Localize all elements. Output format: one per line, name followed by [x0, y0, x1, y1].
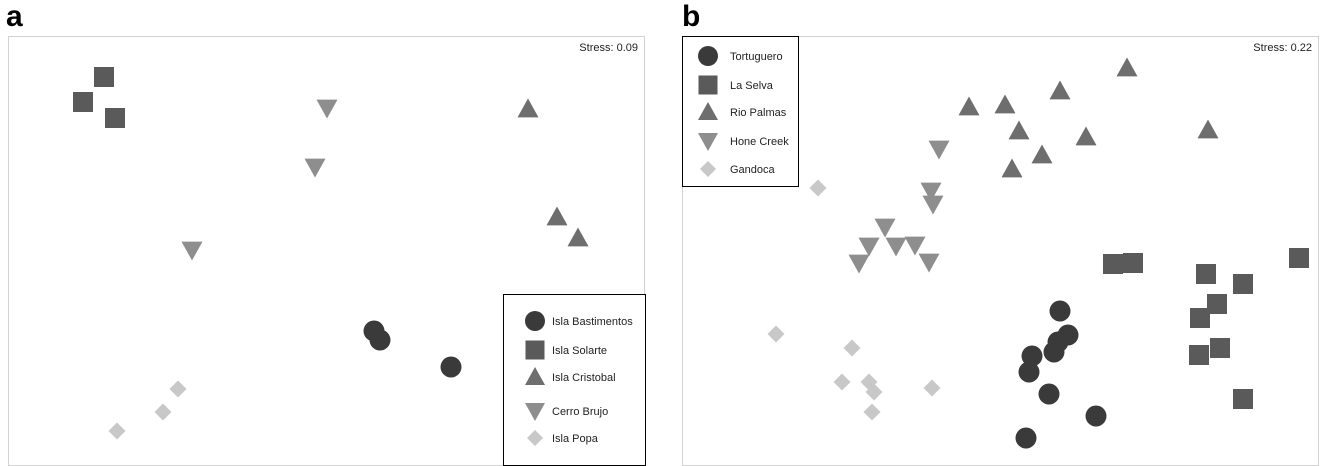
triangle-down-point-1-3-7 [848, 254, 870, 274]
square-point-1-1-9 [1233, 389, 1253, 409]
diamond-point-1-4-6 [923, 379, 941, 397]
legend-triangle-down-marker [525, 403, 545, 421]
panel-a-letter: a [6, 0, 23, 33]
triangle-up-point-1-2-8 [1001, 158, 1023, 178]
triangle-down-point-1-3-3 [874, 218, 896, 238]
legend-label: Isla Popa [552, 433, 599, 445]
circle-point-1-0-4 [1021, 345, 1043, 367]
square-point-1-1-7 [1210, 338, 1230, 358]
square-point-1-1-3 [1233, 274, 1253, 294]
triangle-up-point-1-2-2 [994, 94, 1016, 114]
diamond-point-0-4-0 [169, 380, 187, 398]
triangle-up-point-1-2-0 [1116, 57, 1138, 77]
legend-triangle-up-marker [698, 102, 718, 120]
circle-point-0-0-1 [369, 329, 391, 351]
square-point-0-1-1 [73, 92, 93, 112]
triangle-down-point-1-3-8 [918, 253, 940, 273]
circle-point-1-0-7 [1085, 405, 1107, 427]
plot-a-marks [73, 67, 589, 440]
legend-diamond-marker [700, 161, 716, 177]
legend-b-items: Tortuguero La Selva Rio Palmas Hone Creek Ga… [698, 46, 789, 177]
triangle-down-point-0-3-0 [316, 99, 338, 119]
legend-b: Tortuguero La Selva Rio Palmas Hone Creek Ga… [682, 36, 799, 187]
legend-circle-marker [525, 311, 545, 331]
triangle-down-point-1-3-0 [928, 140, 950, 160]
legend-a-items: Isla Bastimentos Isla Solarte Isla Cristob… [525, 311, 633, 446]
circle-point-1-0-0 [1049, 300, 1071, 322]
diamond-point-1-4-2 [843, 339, 861, 357]
triangle-up-point-1-2-3 [1049, 80, 1071, 100]
circle-point-1-0-8 [1015, 427, 1037, 449]
legend-triangle-down-marker [698, 133, 718, 151]
triangle-up-point-0-2-1 [546, 206, 568, 226]
triangle-up-point-1-2-7 [1031, 144, 1053, 164]
plot-b-marks [767, 57, 1309, 449]
triangle-up-point-0-2-2 [567, 227, 589, 247]
legend-label: Tortuguero [730, 51, 783, 63]
square-point-0-1-2 [105, 108, 125, 128]
legend-label: Hone Creek [730, 136, 789, 148]
triangle-down-point-0-3-2 [181, 241, 203, 261]
triangle-up-point-1-2-6 [1075, 126, 1097, 146]
diamond-point-1-4-0 [809, 179, 827, 197]
diamond-point-1-4-5 [865, 383, 883, 401]
square-point-1-1-6 [1190, 308, 1210, 328]
square-point-1-1-4 [1289, 248, 1309, 268]
triangle-up-point-1-2-1 [958, 96, 980, 116]
stress-label-b: Stress: 0.22 [1253, 42, 1312, 54]
legend-label: La Selva [730, 80, 774, 92]
triangle-down-point-1-3-2 [922, 195, 944, 215]
legend-label: Isla Bastimentos [552, 316, 633, 328]
circle-point-1-0-6 [1038, 383, 1060, 405]
square-point-1-1-8 [1189, 345, 1209, 365]
legend-square-marker [698, 75, 718, 95]
square-point-1-1-5 [1207, 294, 1227, 314]
diamond-point-0-4-1 [154, 403, 172, 421]
square-point-1-1-1 [1123, 253, 1143, 273]
legend-diamond-marker [527, 430, 543, 446]
circle-point-1-0-5 [1018, 361, 1040, 383]
diamond-point-0-4-2 [108, 422, 126, 440]
triangle-up-point-0-2-0 [517, 98, 539, 118]
legend-a: Isla Bastimentos Isla Solarte Isla Cristob… [503, 294, 646, 466]
square-point-0-1-0 [94, 67, 114, 87]
legend-square-marker [525, 340, 545, 360]
triangle-down-point-1-3-5 [885, 237, 907, 257]
triangle-down-point-0-3-1 [304, 158, 326, 178]
legend-label: Cerro Brujo [552, 406, 608, 418]
triangle-down-point-1-3-4 [858, 237, 880, 257]
legend-label: Isla Cristobal [552, 372, 616, 384]
triangle-down-point-1-3-1 [920, 182, 942, 202]
diamond-point-1-4-7 [863, 403, 881, 421]
stress-label-a: Stress: 0.09 [579, 42, 638, 54]
legend-triangle-up-marker [525, 367, 545, 385]
nmds-plot-a: Stress: 0.09 Isla Bastimentos Isla Solart… [8, 36, 646, 466]
circle-point-0-0-2 [440, 356, 462, 378]
triangle-up-point-1-2-4 [1197, 119, 1219, 139]
legend-label: Gandoca [730, 164, 776, 176]
diamond-point-1-4-1 [767, 325, 785, 343]
square-point-1-1-0 [1103, 254, 1123, 274]
circle-point-1-0-3 [1043, 341, 1065, 363]
nmds-plot-b: Stress: 0.22 Tortuguero La Selva Rio Palma… [682, 36, 1319, 466]
triangle-down-point-1-3-6 [904, 236, 926, 256]
square-point-1-1-2 [1196, 264, 1216, 284]
diamond-point-1-4-3 [833, 373, 851, 391]
legend-label: Rio Palmas [730, 107, 787, 119]
triangle-up-point-1-2-5 [1008, 120, 1030, 140]
legend-circle-marker [698, 46, 718, 66]
panel-b-letter: b [682, 0, 701, 33]
legend-label: Isla Solarte [552, 345, 607, 357]
